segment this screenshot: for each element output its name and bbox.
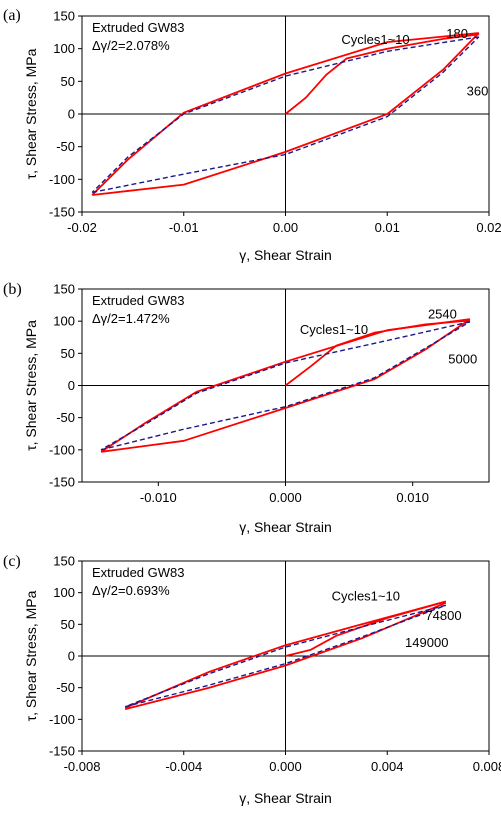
x-tick-label: 0.000 [269,490,302,505]
panel-label: (b) [3,281,22,298]
y-tick-label: -150 [49,744,75,759]
x-axis-title: γ, Shear Strain [239,790,332,806]
x-axis-title: γ, Shear Strain [239,247,332,263]
y-tick-label: -150 [49,475,75,490]
y-tick-label: -50 [56,410,75,425]
panel-label: (c) [3,553,21,570]
y-tick-label: 100 [53,585,75,600]
material-text: Extruded GW83 [92,293,185,308]
y-tick-label: 50 [61,74,75,89]
x-tick-label: -0.010 [140,490,177,505]
cycle-annotation: 5000 [448,352,477,367]
material-text: Extruded GW83 [92,565,185,580]
x-tick-label: -0.004 [165,759,202,774]
y-tick-label: 50 [61,346,75,361]
x-tick-label: 0.000 [269,759,302,774]
x-tick-label: 0.01 [375,220,400,235]
y-tick-label: 0 [68,378,75,393]
y-tick-label: 150 [53,9,75,24]
cycle-annotation: Cycles1~10 [332,588,400,603]
x-axis-title: γ, Shear Strain [239,519,332,535]
chart-panel-a: -150 -100 -50 0 50 100 150 -0.02 -0.01 0.00 0.01 0.… [3,7,501,263]
x-tick-label: 0.010 [396,490,429,505]
cycle-annotation: 180 [446,26,468,41]
loop-series-4 [124,604,446,708]
y-tick-label: 100 [53,41,75,56]
loop-series-3 [100,318,471,453]
loop-series-2 [100,318,471,453]
y-tick-label: -50 [56,680,75,695]
y-tick-label: 150 [53,282,75,297]
panel-label: (a) [3,7,21,24]
material-text: Δγ/2=0.693% [92,583,170,598]
chart-panel-c: -150 -100 -50 0 50 100 150 -0.008 -0.004 0.000 0.0… [3,553,501,806]
loop-series-2 [124,600,447,709]
loop-series-1 [284,33,479,115]
y-tick-label: 150 [53,554,75,569]
loop-series-5 [92,36,480,194]
x-tick-label: 0.004 [371,759,404,774]
y-tick-label: -100 [49,712,75,727]
cycle-annotation: Cycles1~10 [300,322,368,337]
loop-series-4 [91,36,479,193]
y-axis-title: τ, Shear Stress, MPa [23,48,39,179]
loop-series-5 [125,604,447,708]
cycle-annotation: 74800 [425,608,461,623]
material-text: Δγ/2=1.472% [92,311,170,326]
y-axis-title: τ, Shear Stress, MPa [23,590,39,721]
x-tick-label: 0.008 [473,759,501,774]
y-tick-label: 0 [68,107,75,122]
loop-series-4 [100,321,471,451]
loop-series-3 [92,32,480,196]
y-tick-label: -50 [56,139,75,154]
y-tick-label: 0 [68,649,75,664]
material-text: Extruded GW83 [92,20,185,35]
y-tick-label: -100 [49,442,75,457]
x-tick-label: 0.02 [476,220,501,235]
cycle-annotation: 2540 [428,307,457,322]
x-tick-label: 0.00 [273,220,298,235]
x-tick-label: -0.01 [169,220,199,235]
cycle-annotation: 149000 [405,635,448,650]
x-tick-label: -0.02 [67,220,97,235]
cycle-annotation: 360 [467,84,489,99]
chart-panel-b: -150 -100 -50 0 50 100 150 -0.010 0.000 0.010 γ, S… [3,281,490,535]
material-text: Δγ/2=2.078% [92,38,170,53]
loop-series-2 [91,32,479,196]
y-axis-title: τ, Shear Stress, MPa [23,320,39,451]
y-tick-label: -150 [49,205,75,220]
y-tick-label: -100 [49,172,75,187]
cycle-annotation: Cycles1~10 [341,32,409,47]
y-tick-label: 50 [61,617,75,632]
x-tick-label: -0.008 [64,759,101,774]
loop-series-5 [100,321,471,451]
y-tick-label: 100 [53,314,75,329]
